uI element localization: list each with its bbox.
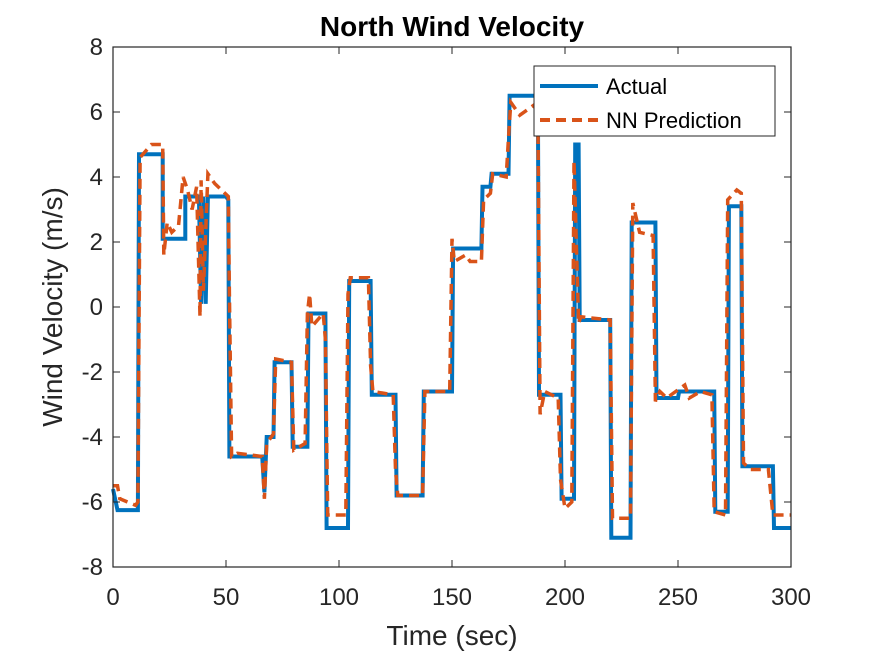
y-tick-label: -2	[82, 359, 103, 386]
y-tick-label: 0	[90, 294, 103, 321]
y-tick-label: -4	[82, 424, 103, 451]
x-tick-label: 300	[771, 584, 811, 611]
x-tick-label: 50	[213, 584, 240, 611]
y-tick-label: 8	[90, 34, 103, 61]
legend-label-nn-prediction: NN Prediction	[606, 108, 742, 133]
series-layer	[111, 93, 791, 540]
y-tick-label: -6	[82, 489, 103, 516]
y-tick-label: 4	[90, 164, 103, 191]
y-tick-label: 2	[90, 229, 103, 256]
chart-title: North Wind Velocity	[320, 11, 585, 42]
x-tick-label: 200	[545, 584, 585, 611]
x-tick-label: 250	[658, 584, 698, 611]
y-axis-label: Wind Velocity (m/s)	[37, 187, 68, 427]
ticks-layer: 0 50 100 150 200 250 300 8 6 4 2 0 -2 -4 -6 -8	[82, 34, 811, 611]
y-tick-label: 6	[90, 99, 103, 126]
x-tick-label: 100	[319, 584, 359, 611]
legend-box	[533, 65, 776, 137]
y-tick-label: -8	[82, 554, 103, 581]
x-tick-label: 0	[106, 584, 119, 611]
x-tick-label: 150	[432, 584, 472, 611]
legend-label-actual: Actual	[606, 74, 667, 99]
x-axis-label: Time (sec)	[386, 620, 517, 651]
legend: Actual NN Prediction	[533, 65, 776, 137]
series-line-nn-prediction	[113, 97, 791, 521]
